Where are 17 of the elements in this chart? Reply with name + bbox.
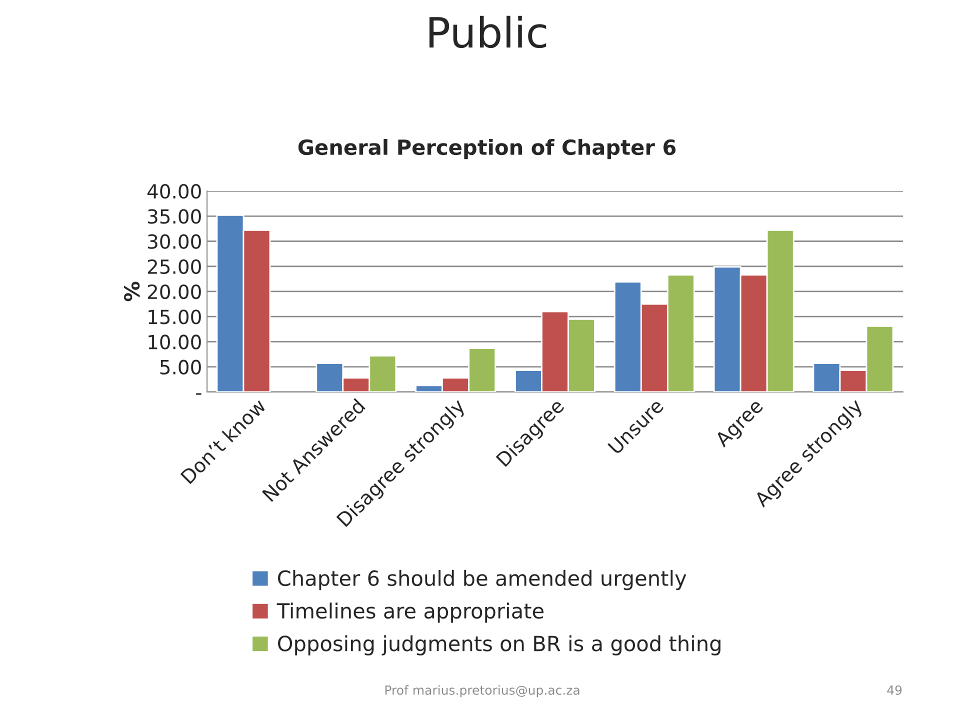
y-axis-title: % <box>124 282 140 302</box>
y-tick-label: 25.00 <box>148 259 201 274</box>
legend-label: Timelines are appropriate <box>276 602 544 623</box>
y-tick-label: 40.00 <box>147 184 201 199</box>
text: Prof marius.pretorius@up.ac.za <box>385 685 580 698</box>
y-tick-label: 15.00 <box>148 310 201 324</box>
y-tick-label: - <box>196 393 202 395</box>
y-tick-label: 35.00 <box>148 209 201 224</box>
legend-label: Opposing judgments on BR is a good thing <box>278 635 720 656</box>
y-tick-label: 30.00 <box>148 234 201 249</box>
chart-title: Public <box>429 16 546 48</box>
y-tick-label: 10.00 <box>148 334 201 350</box>
y-tick-label: 5.00 <box>160 360 201 375</box>
y-tick-label: 20.00 <box>148 284 201 300</box>
legend-label: Chapter 6 should be amended urgently <box>278 570 686 590</box>
text: 49 <box>887 685 902 695</box>
chart-subtitle: General Perception of Chapter 6 <box>298 138 676 160</box>
